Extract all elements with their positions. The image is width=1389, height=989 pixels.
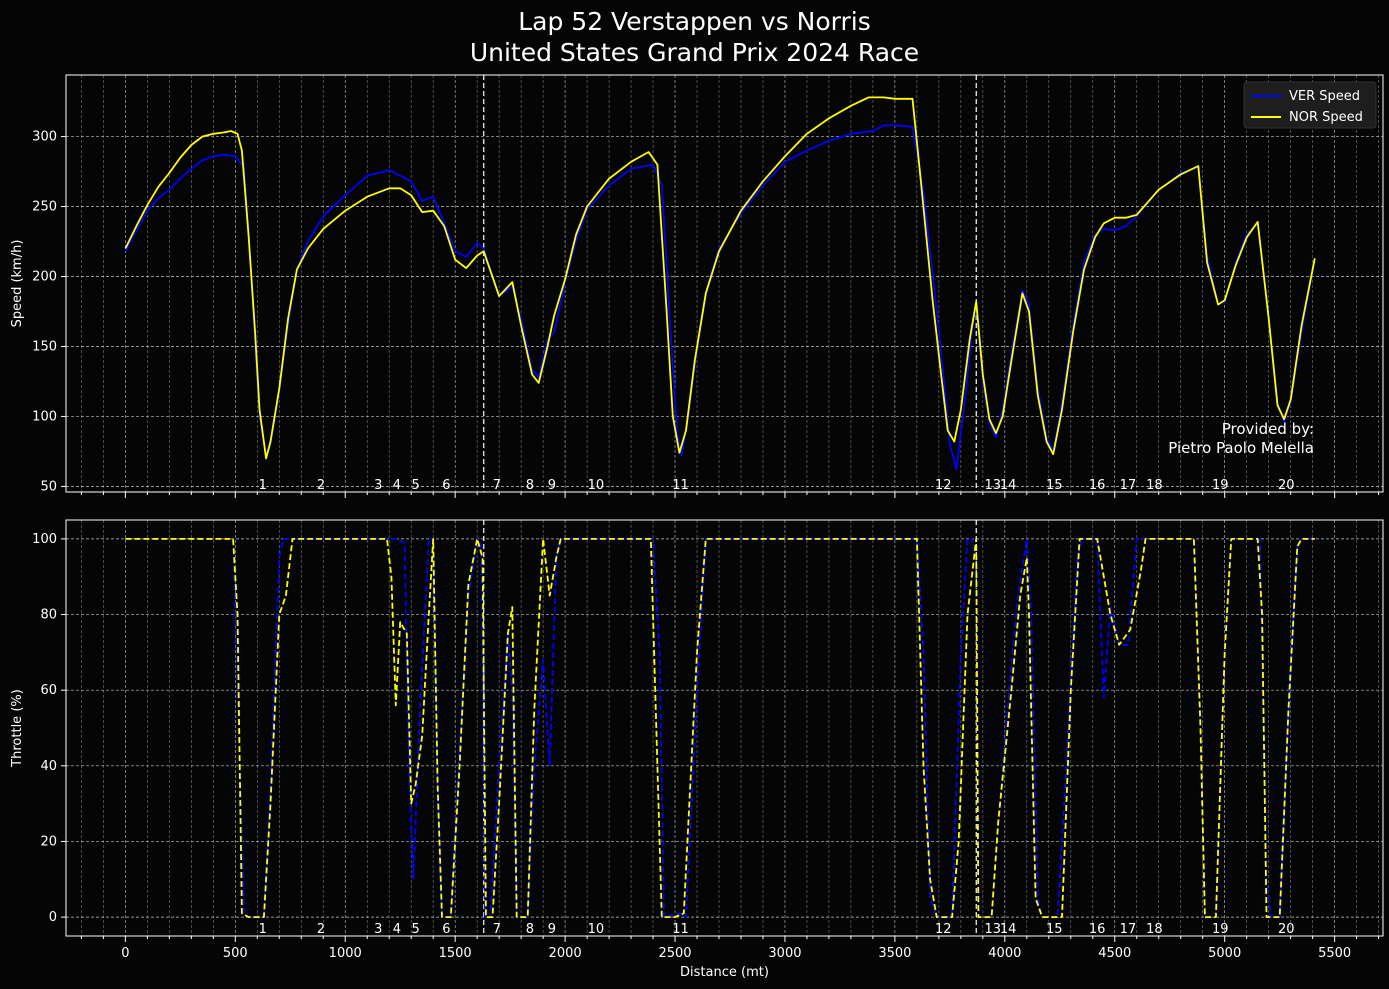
throttle-ytick-label: 100 bbox=[32, 532, 57, 547]
xtick-label: 3000 bbox=[768, 946, 801, 961]
throttle-ytick-label: 80 bbox=[40, 608, 57, 623]
xtick-label: 500 bbox=[223, 946, 248, 961]
corner-label: 11 bbox=[672, 922, 689, 937]
corner-label: 17 bbox=[1120, 922, 1137, 937]
xtick-label: 5500 bbox=[1318, 946, 1351, 961]
corner-label: 16 bbox=[1089, 922, 1106, 937]
corner-label: 9 bbox=[548, 478, 556, 493]
throttle-ytick-label: 0 bbox=[49, 910, 57, 925]
speed-ytick-label: 200 bbox=[32, 270, 57, 285]
corner-label: 4 bbox=[393, 922, 401, 937]
corner-label: 10 bbox=[588, 922, 605, 937]
corner-label: 4 bbox=[393, 478, 401, 493]
speed-series-0 bbox=[124, 124, 1316, 471]
speed-ytick-label: 50 bbox=[40, 479, 57, 494]
speed-ytick-label: 150 bbox=[32, 339, 57, 354]
xtick-label: 0 bbox=[121, 946, 129, 961]
xtick-label: 2000 bbox=[549, 946, 582, 961]
corner-label: 8 bbox=[526, 922, 534, 937]
corner-label: 7 bbox=[493, 478, 501, 493]
corner-label: 16 bbox=[1089, 478, 1106, 493]
corner-label: 1 bbox=[259, 922, 267, 937]
corner-label: 15 bbox=[1046, 478, 1063, 493]
corner-label: 3 bbox=[374, 478, 382, 493]
speed-ytick-label: 250 bbox=[32, 200, 57, 215]
corner-label: 18 bbox=[1146, 922, 1163, 937]
legend-label-1: NOR Speed bbox=[1289, 110, 1363, 125]
corner-label: 9 bbox=[548, 922, 556, 937]
corner-label: 18 bbox=[1146, 478, 1163, 493]
throttle-ytick-label: 20 bbox=[40, 834, 57, 849]
x-axis-label: Distance (mt) bbox=[680, 965, 769, 980]
xtick-label: 2500 bbox=[658, 946, 691, 961]
watermark-line1: Provided by: bbox=[1222, 420, 1314, 438]
speed-ylabel: Speed (km/h) bbox=[10, 240, 25, 328]
chart-title-line1: Lap 52 Verstappen vs Norris bbox=[518, 7, 871, 36]
corner-label: 1 bbox=[259, 478, 267, 493]
xtick-label: 1000 bbox=[329, 946, 362, 961]
corner-label: 13 bbox=[984, 922, 1001, 937]
corner-label: 14 bbox=[1000, 478, 1017, 493]
watermark-line2: Pietro Paolo Melella bbox=[1168, 439, 1314, 457]
corner-label: 20 bbox=[1278, 478, 1295, 493]
throttle-frame bbox=[65, 519, 1384, 937]
throttle-grid: 0 20 40 60 80 100 bbox=[32, 520, 1383, 942]
speed-frame bbox=[65, 74, 1384, 493]
corner-label: 17 bbox=[1120, 478, 1137, 493]
corner-label: 15 bbox=[1046, 922, 1063, 937]
speed-grid: 50 100 150 200 250 300 bbox=[32, 75, 1383, 498]
corner-label: 6 bbox=[442, 478, 450, 493]
corner-label: 8 bbox=[526, 478, 534, 493]
xtick-label: 4000 bbox=[988, 946, 1021, 961]
throttle-ytick-label: 40 bbox=[40, 759, 57, 774]
corner-label: 12 bbox=[935, 478, 952, 493]
corner-label: 11 bbox=[672, 478, 689, 493]
chart-title: Lap 52 Verstappen vs Norris United State… bbox=[0, 6, 1389, 68]
corner-label: 5 bbox=[411, 478, 419, 493]
corner-label: 2 bbox=[317, 478, 325, 493]
corner-label: 12 bbox=[935, 922, 952, 937]
corner-label: 3 bbox=[374, 922, 382, 937]
corner-label: 19 bbox=[1212, 478, 1229, 493]
xtick-label: 3500 bbox=[878, 946, 911, 961]
corner-label: 13 bbox=[984, 478, 1001, 493]
legend-label-0: VER Speed bbox=[1289, 89, 1360, 104]
throttle-ylabel: Throttle (%) bbox=[10, 689, 25, 768]
corner-label: 2 bbox=[317, 922, 325, 937]
xtick-label: 4500 bbox=[1098, 946, 1131, 961]
xtick-label: 1500 bbox=[439, 946, 472, 961]
chart-title-line2: United States Grand Prix 2024 Race bbox=[469, 38, 920, 67]
speed-ytick-label: 100 bbox=[32, 409, 57, 424]
corner-label: 7 bbox=[493, 922, 501, 937]
legend: VER Speed NOR Speed bbox=[1243, 81, 1377, 129]
corner-label: 5 bbox=[411, 922, 419, 937]
corner-label: 20 bbox=[1278, 922, 1295, 937]
corner-label: 14 bbox=[1000, 922, 1017, 937]
throttle-ytick-label: 60 bbox=[40, 683, 57, 698]
throttle-series-0 bbox=[125, 538, 1315, 918]
speed-series-1 bbox=[124, 96, 1316, 460]
xtick-label: 5000 bbox=[1208, 946, 1241, 961]
corner-label: 10 bbox=[588, 478, 605, 493]
corner-label: 6 bbox=[442, 922, 450, 937]
throttle-series-1 bbox=[125, 538, 1315, 918]
speed-ytick-label: 300 bbox=[32, 130, 57, 145]
corner-label: 19 bbox=[1212, 922, 1229, 937]
